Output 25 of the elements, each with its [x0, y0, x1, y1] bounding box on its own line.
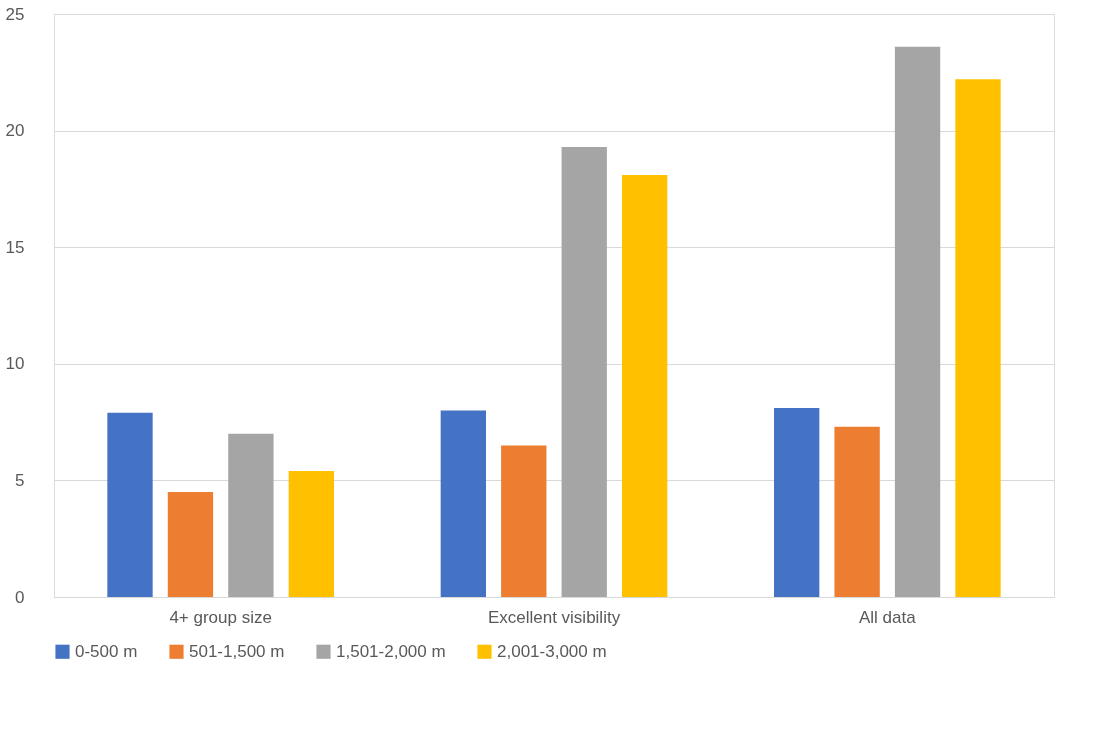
x-tick-label: All data [858, 607, 917, 627]
bar [228, 433, 274, 597]
bar [834, 426, 880, 597]
x-tick-label: 4+ group size [169, 607, 272, 627]
legend-label: 1,501-2,000 m [336, 641, 446, 661]
legend-label: 501-1,500 m [189, 641, 285, 661]
y-tick-label: 15 [5, 237, 25, 257]
y-tick-label: 25 [5, 4, 25, 24]
bar [288, 471, 334, 597]
bar [894, 46, 941, 597]
bar [167, 492, 214, 597]
x-tick-label: Excellent visibility [487, 607, 621, 627]
bar [774, 408, 820, 597]
bar [501, 445, 547, 597]
y-tick-label: 10 [5, 354, 25, 374]
y-tick-label: 20 [5, 121, 25, 141]
bar [440, 410, 486, 597]
legend-label: 0-500 m [75, 641, 138, 661]
y-tick-label: 5 [15, 470, 25, 490]
legend-label: 2,001-3,000 m [497, 641, 607, 661]
y-tick-label: 0 [15, 587, 25, 607]
bar [622, 174, 668, 597]
bar [107, 412, 153, 597]
bar [955, 79, 1001, 597]
bar [561, 146, 607, 597]
